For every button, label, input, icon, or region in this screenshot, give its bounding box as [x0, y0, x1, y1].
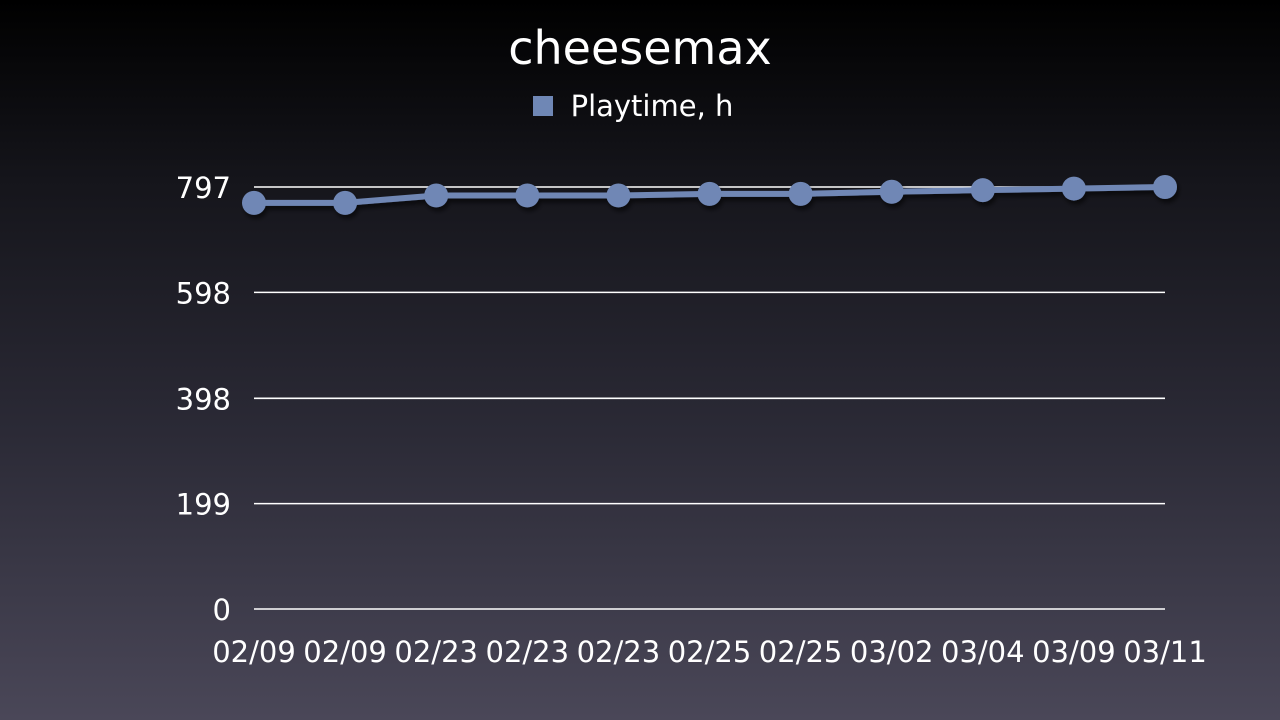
data-point [970, 178, 995, 203]
data-point [1061, 176, 1086, 201]
x-axis: 02/09 02/09 02/23 02/23 02/23 02/25 02/25 03/02… [212, 635, 1207, 669]
data-point [788, 181, 813, 206]
x-tick-label: 02/23 [486, 635, 570, 669]
x-tick-label: 03/11 [1123, 635, 1207, 669]
data-point [333, 190, 358, 215]
data-point [879, 179, 904, 204]
y-tick-label: 598 [176, 276, 231, 310]
x-tick-label: 02/25 [668, 635, 752, 669]
x-tick-label: 02/23 [577, 635, 661, 669]
y-tick-label: 398 [176, 382, 231, 416]
data-point [515, 183, 540, 208]
y-tick-label: 0 [213, 593, 231, 627]
x-tick-label: 03/09 [1032, 635, 1116, 669]
x-tick-label: 02/25 [759, 635, 843, 669]
chart-title: cheesemax [508, 21, 772, 75]
x-tick-label: 02/23 [394, 635, 478, 669]
y-tick-label: 797 [176, 171, 231, 205]
x-tick-label: 03/02 [850, 635, 934, 669]
data-point [424, 183, 449, 208]
legend: Playtime, h [0, 86, 1280, 126]
data-point [242, 190, 266, 215]
legend-label: Playtime, h [570, 89, 734, 123]
y-axis: 0 199 398 598 797 [176, 171, 231, 627]
series-playtime [242, 175, 1177, 215]
y-tick-label: 199 [176, 488, 231, 522]
data-point [606, 183, 631, 208]
x-tick-label: 02/09 [303, 635, 387, 669]
data-point [1153, 175, 1177, 199]
x-tick-label: 03/04 [941, 635, 1025, 669]
x-tick-label: 02/09 [212, 635, 296, 669]
legend-swatch [532, 96, 553, 116]
gridlines [254, 186, 1165, 610]
data-point [697, 181, 722, 206]
